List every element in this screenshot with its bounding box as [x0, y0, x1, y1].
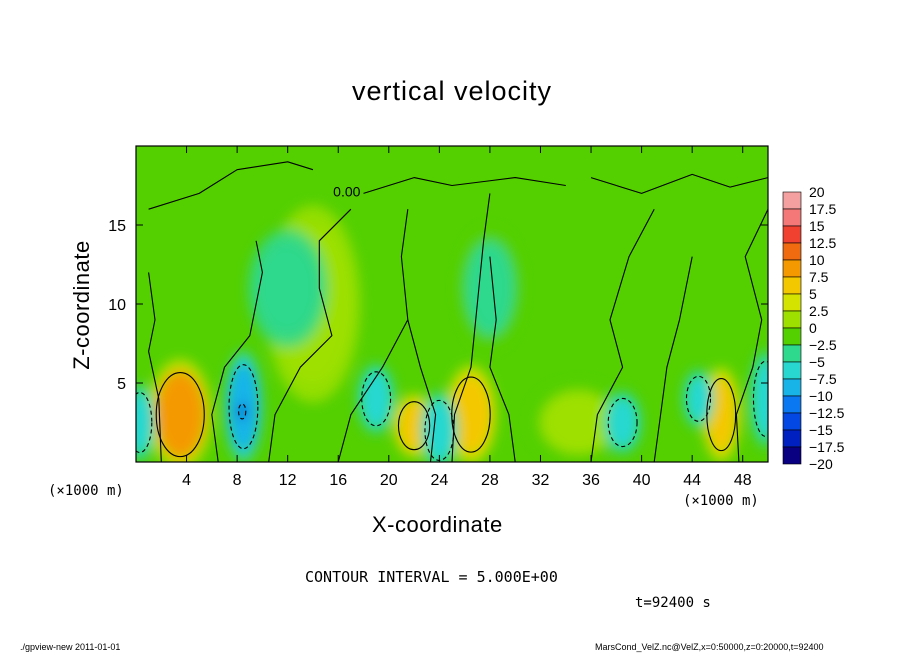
negative-contour	[607, 397, 638, 448]
colorbar-label: −20	[809, 456, 833, 472]
time-label: t=92400 s	[635, 595, 711, 611]
colorbar-swatch	[782, 327, 802, 346]
colorbar-swatch	[782, 225, 802, 244]
colorbar-label: −15	[809, 422, 833, 438]
zero-contour	[590, 173, 768, 194]
zero-contour	[363, 177, 566, 194]
x-unit-label-left: (×1000 m)	[48, 483, 124, 499]
zero-contour	[451, 193, 491, 462]
contour-interval-label: CONTOUR INTERVAL = 5.000E+00	[305, 568, 558, 586]
colorbar-swatch	[782, 412, 802, 431]
x-tick-label: 16	[329, 472, 347, 489]
colorbar-label: −12.5	[809, 405, 845, 421]
colorbar-label: −10	[809, 388, 833, 404]
colorbar-swatch	[782, 293, 802, 312]
colorbar-label: −17.5	[809, 439, 845, 455]
colorbar-swatch	[782, 344, 802, 363]
colorbar-swatch	[782, 395, 802, 414]
positive-contour	[155, 372, 205, 458]
y-tick-label: 5	[117, 376, 126, 393]
negative-contour	[238, 403, 247, 420]
colorbar-label: 15	[809, 218, 825, 234]
field-blob	[464, 240, 516, 336]
field-blob	[136, 390, 153, 455]
field-blob	[154, 370, 206, 459]
colorbar-swatch	[782, 361, 802, 380]
colorbar-label: 0	[809, 320, 817, 336]
y-tick-label: 15	[108, 218, 126, 235]
x-tick-label: 48	[734, 472, 752, 489]
colorbar-swatch	[782, 378, 802, 397]
footer-left: ./gpview-new 2011-01-01	[20, 642, 121, 652]
negative-contour	[136, 391, 153, 454]
colorbar-swatch	[782, 242, 802, 261]
x-tick-label: 4	[182, 472, 191, 489]
field-blob	[424, 398, 455, 462]
velocity-field	[136, 146, 768, 462]
colorbar-swatch	[782, 191, 802, 210]
colorbar-label: 10	[809, 252, 825, 268]
colorbar-label: 17.5	[809, 201, 836, 217]
zero-contour	[735, 208, 768, 462]
zero-contour	[337, 209, 409, 462]
x-tick-label: 32	[532, 472, 550, 489]
colorbar-label: −7.5	[809, 371, 837, 387]
x-axis-label: X-coordinate	[372, 512, 503, 537]
zero-contour	[489, 256, 516, 462]
negative-contour	[685, 375, 712, 422]
field-blob	[607, 397, 638, 448]
colorbar-swatch	[782, 208, 802, 227]
field-blob	[360, 370, 392, 428]
x-tick-label: 40	[633, 472, 651, 489]
x-tick-label: 24	[430, 472, 448, 489]
colorbar-swatch	[782, 446, 802, 465]
x-tick-label: 12	[279, 472, 297, 489]
zero-contour	[590, 208, 655, 462]
colorbar-swatch	[782, 259, 802, 278]
zero-contour	[148, 272, 162, 462]
colorbar: 2017.51512.5107.552.50−2.5−5−7.5−10−12.5…	[782, 184, 845, 472]
colorbar-swatch	[782, 276, 802, 295]
negative-contour	[228, 364, 259, 450]
colorbar-label: −5	[809, 354, 825, 370]
colorbar-label: 7.5	[809, 269, 829, 285]
zero-contour	[268, 208, 352, 462]
x-tick-label: 28	[481, 472, 499, 489]
colorbar-label: 5	[809, 286, 817, 302]
field-blob	[256, 240, 320, 336]
footer-right: MarsCond_VelZ.nc@VelZ,x=0:50000,z=0:2000…	[595, 642, 824, 652]
x-unit-label-right: (×1000 m)	[683, 493, 759, 509]
zero-contour	[407, 319, 437, 462]
field-blob	[685, 375, 712, 423]
colorbar-label: 20	[809, 184, 825, 200]
y-tick-label: 10	[108, 297, 126, 314]
colorbar-label: 2.5	[809, 303, 829, 319]
contour-lines: 0.00	[136, 161, 768, 462]
colorbar-label: 12.5	[809, 235, 836, 251]
colorbar-swatch	[782, 310, 802, 329]
colorbar-label: −2.5	[809, 337, 837, 353]
chart-title: vertical velocity	[351, 76, 553, 106]
field-blob	[540, 390, 617, 455]
zero-contour	[653, 256, 693, 462]
positive-contour	[397, 401, 431, 451]
field-blob	[238, 403, 246, 420]
field-blob	[752, 359, 768, 439]
zero-contour	[148, 161, 314, 210]
x-tick-label: 44	[683, 472, 701, 489]
zero-contour	[211, 240, 263, 462]
x-tick-label: 20	[380, 472, 398, 489]
x-tick-label: 36	[582, 472, 600, 489]
contour-value-label: 0.00	[333, 184, 360, 200]
colorbar-swatch	[782, 429, 802, 448]
x-tick-label: 8	[233, 472, 242, 489]
